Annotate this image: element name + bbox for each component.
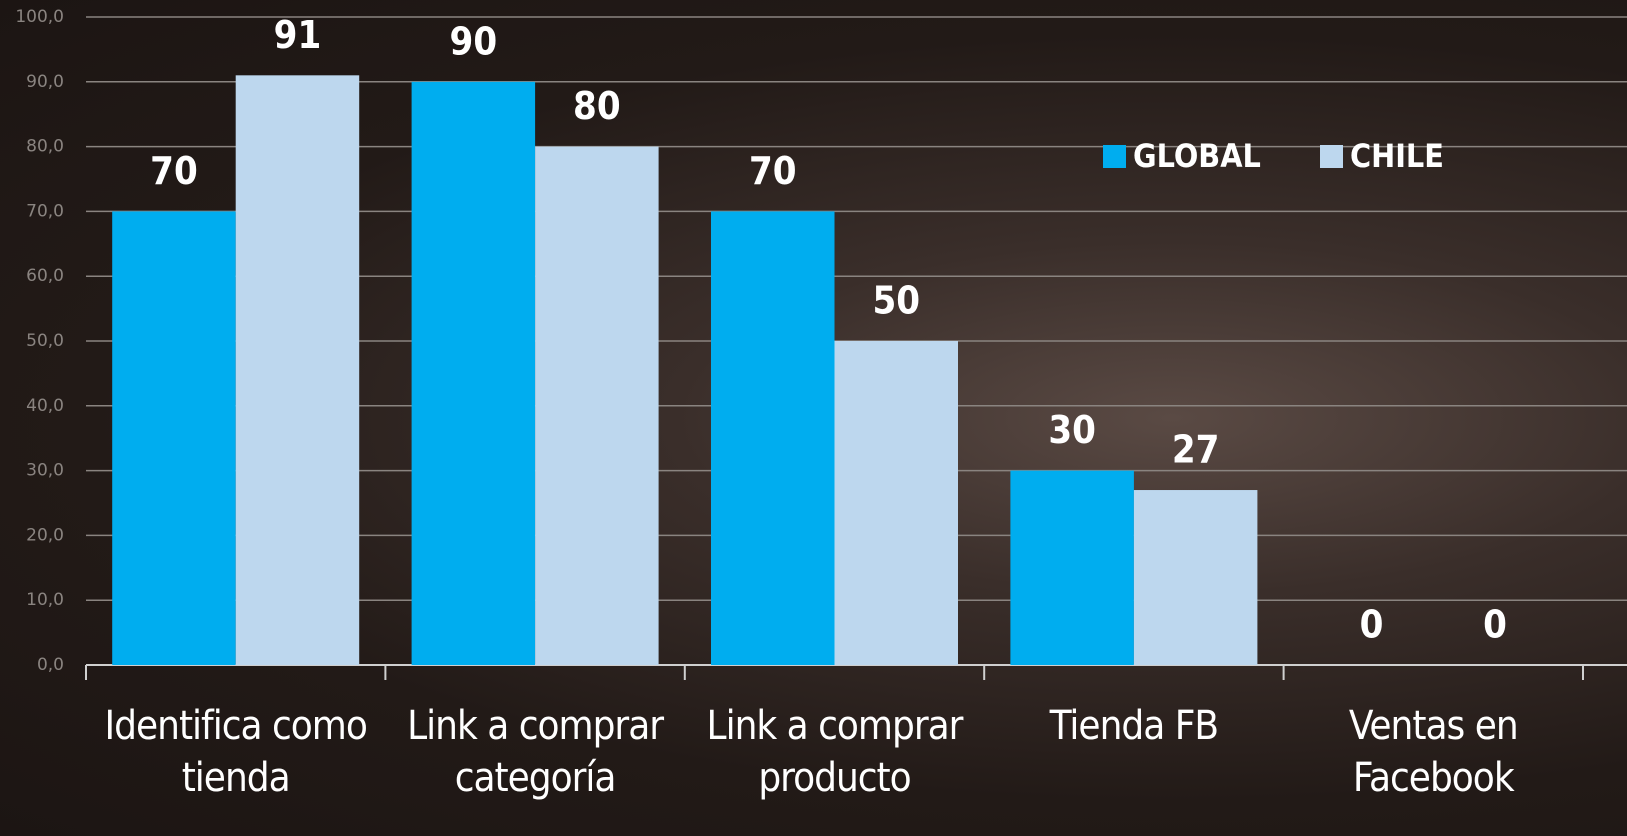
x-tick-label: Ventas en Facebook — [1348, 703, 1519, 801]
y-tick-label: 20,0 — [26, 525, 64, 545]
data-label: 70 — [749, 149, 797, 193]
data-label: 70 — [150, 149, 198, 193]
legend-swatch — [1103, 145, 1126, 168]
bar — [535, 146, 659, 666]
bar — [411, 81, 536, 666]
y-tick-label: 100,0 — [15, 7, 64, 27]
y-tick-label: 0,0 — [37, 655, 64, 675]
data-label: 91 — [274, 13, 322, 57]
data-label: 30 — [1048, 408, 1096, 452]
data-label: 0 — [1483, 603, 1507, 647]
x-tick-label: Tienda FB — [1049, 703, 1219, 749]
bar — [711, 211, 835, 665]
legend-label: GLOBAL — [1133, 137, 1261, 175]
legend-swatch — [1320, 145, 1343, 168]
bar — [112, 211, 236, 665]
data-label: 50 — [872, 279, 920, 323]
y-tick-label: 60,0 — [26, 266, 64, 286]
x-tick-label: Link a comprar categoría — [407, 703, 664, 801]
y-tick-label: 40,0 — [26, 396, 64, 416]
data-label: 0 — [1360, 603, 1384, 647]
bar — [1010, 470, 1134, 665]
x-tick-label: Link a comprar producto — [706, 703, 964, 801]
legend-label: CHILE — [1350, 137, 1444, 175]
data-label: 90 — [450, 19, 498, 63]
y-tick-label: 10,0 — [26, 590, 64, 610]
y-tick-label: 90,0 — [26, 72, 64, 92]
y-tick-label: 70,0 — [26, 201, 64, 221]
data-label: 27 — [1172, 428, 1220, 472]
y-tick-label: 80,0 — [26, 137, 64, 157]
y-tick-label: 30,0 — [26, 461, 64, 481]
y-tick-label: 50,0 — [26, 331, 64, 351]
x-tick-label: Identifica como tienda — [104, 703, 368, 801]
bar — [235, 75, 360, 665]
bar — [834, 341, 958, 665]
bar — [1133, 490, 1258, 665]
data-label: 80 — [573, 84, 621, 128]
